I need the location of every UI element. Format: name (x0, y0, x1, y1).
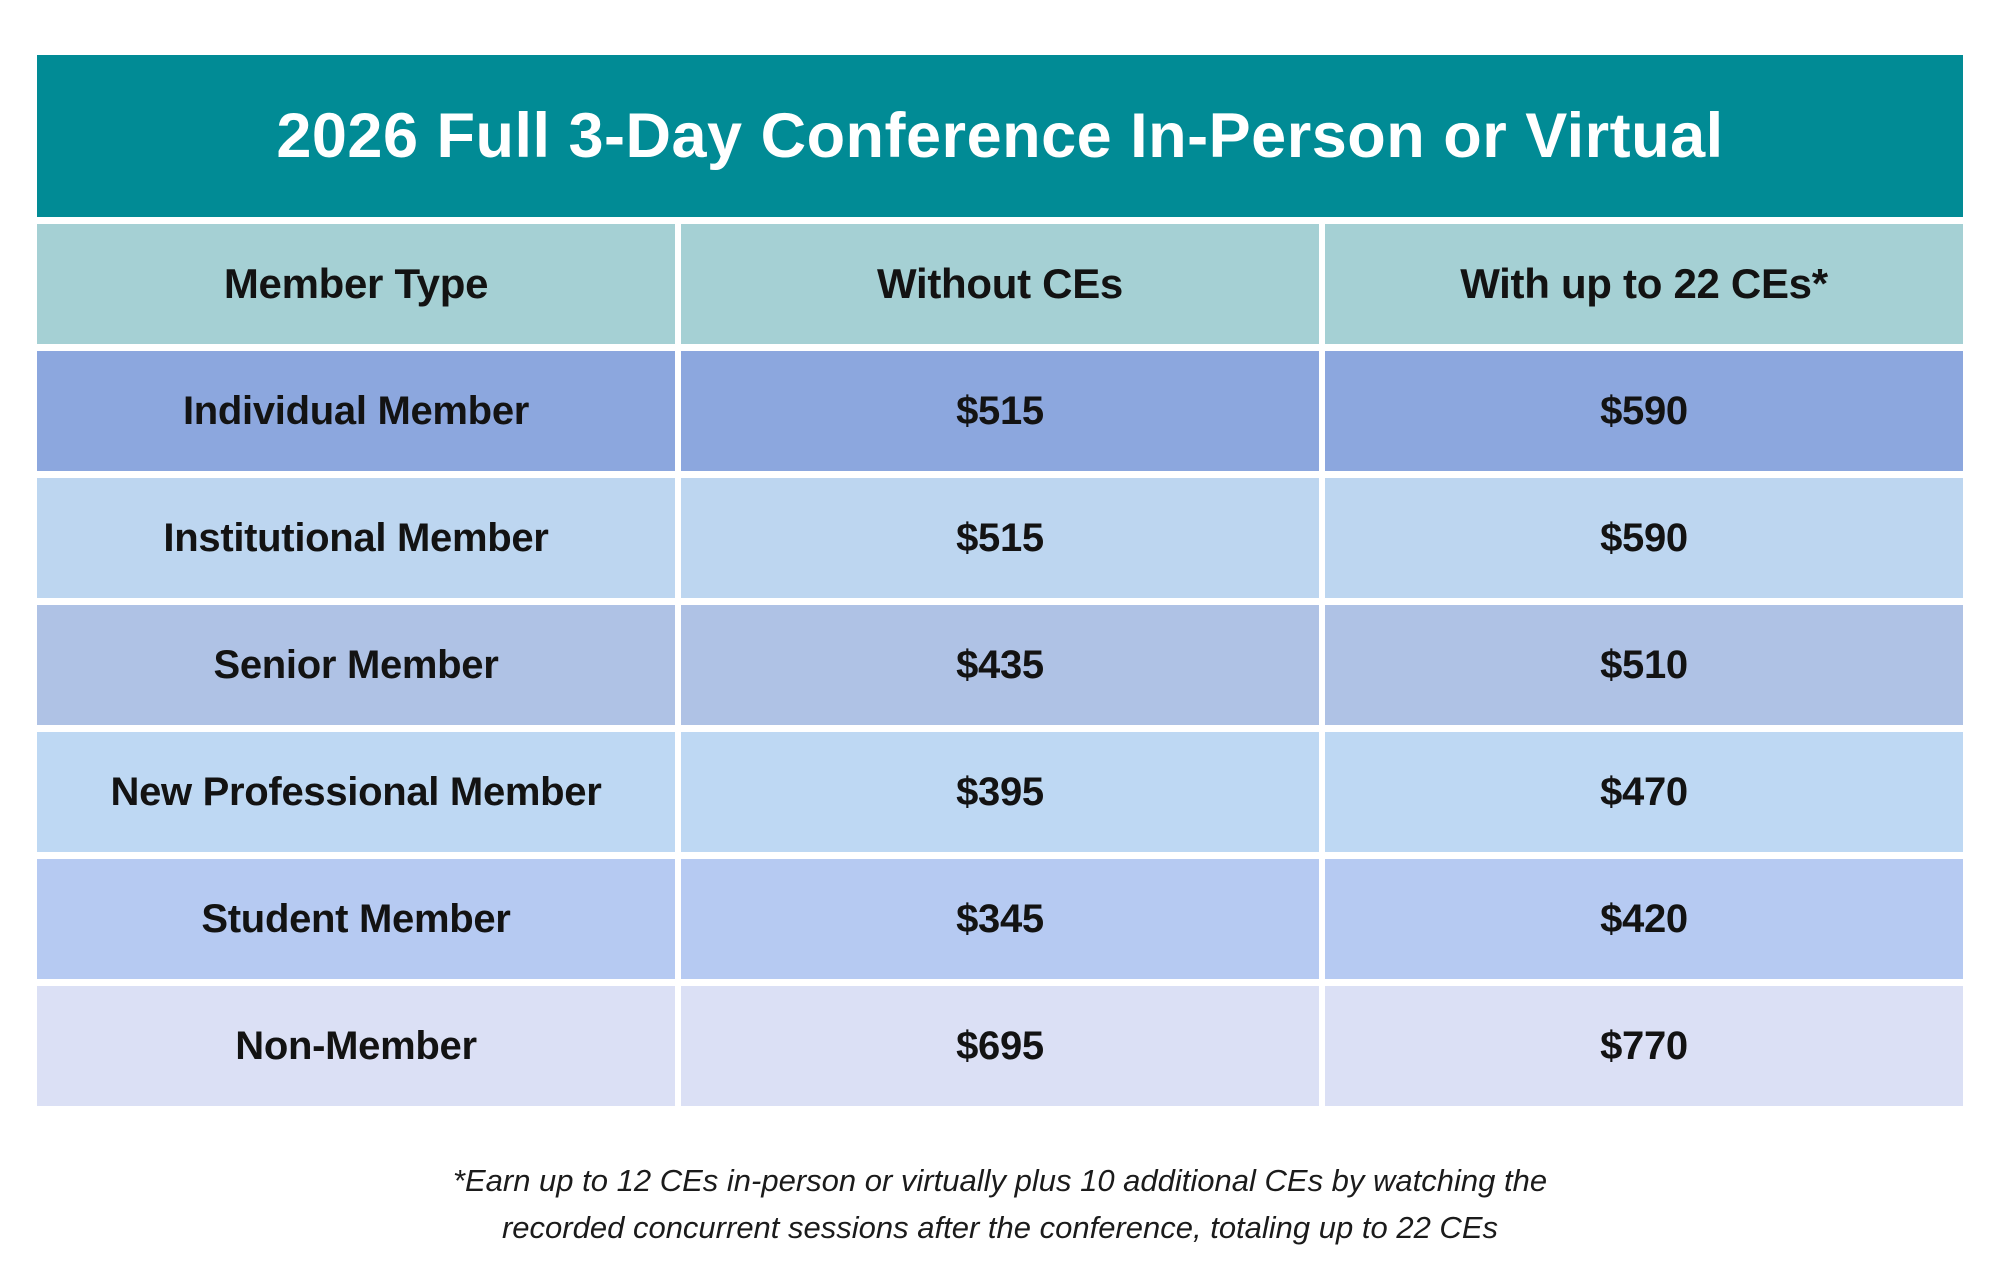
price-with-ces-cell: $770 (1325, 986, 1963, 1106)
column-header-member-type: Member Type (37, 224, 675, 344)
price-without-ces-cell: $515 (681, 478, 1319, 598)
page-title: 2026 Full 3-Day Conference In-Person or … (276, 101, 1724, 171)
price-without-ces-cell: $435 (681, 605, 1319, 725)
price-with-ces-cell: $470 (1325, 732, 1963, 852)
table-row-individual-member: Individual Member $515 $590 (37, 351, 1963, 471)
member-type-cell: Institutional Member (37, 478, 675, 598)
column-header-without-ces: Without CEs (681, 224, 1319, 344)
member-type-cell: New Professional Member (37, 732, 675, 852)
column-header-with-ces: With up to 22 CEs* (1325, 224, 1963, 344)
footnote-line-1: *Earn up to 12 CEs in-person or virtuall… (452, 1163, 1548, 1198)
footnote: *Earn up to 12 CEs in-person or virtuall… (0, 1158, 2000, 1251)
price-with-ces-cell: $590 (1325, 351, 1963, 471)
table-row-non-member: Non-Member $695 $770 (37, 986, 1963, 1106)
column-header-row: Member Type Without CEs With up to 22 CE… (37, 224, 1963, 344)
price-without-ces-cell: $695 (681, 986, 1319, 1106)
price-with-ces-cell: $590 (1325, 478, 1963, 598)
table-row-senior-member: Senior Member $435 $510 (37, 605, 1963, 725)
title-bar: 2026 Full 3-Day Conference In-Person or … (37, 55, 1963, 217)
price-without-ces-cell: $345 (681, 859, 1319, 979)
table-row-student-member: Student Member $345 $420 (37, 859, 1963, 979)
table-row-institutional-member: Institutional Member $515 $590 (37, 478, 1963, 598)
price-with-ces-cell: $510 (1325, 605, 1963, 725)
footnote-line-2: recorded concurrent sessions after the c… (501, 1209, 1498, 1245)
member-type-cell: Individual Member (37, 351, 675, 471)
member-type-cell: Student Member (37, 859, 675, 979)
table-row-new-professional-member: New Professional Member $395 $470 (37, 732, 1963, 852)
price-without-ces-cell: $395 (681, 732, 1319, 852)
member-type-cell: Non-Member (37, 986, 675, 1106)
price-without-ces-cell: $515 (681, 351, 1319, 471)
member-type-cell: Senior Member (37, 605, 675, 725)
pricing-table: 2026 Full 3-Day Conference In-Person or … (37, 55, 1963, 1106)
price-with-ces-cell: $420 (1325, 859, 1963, 979)
